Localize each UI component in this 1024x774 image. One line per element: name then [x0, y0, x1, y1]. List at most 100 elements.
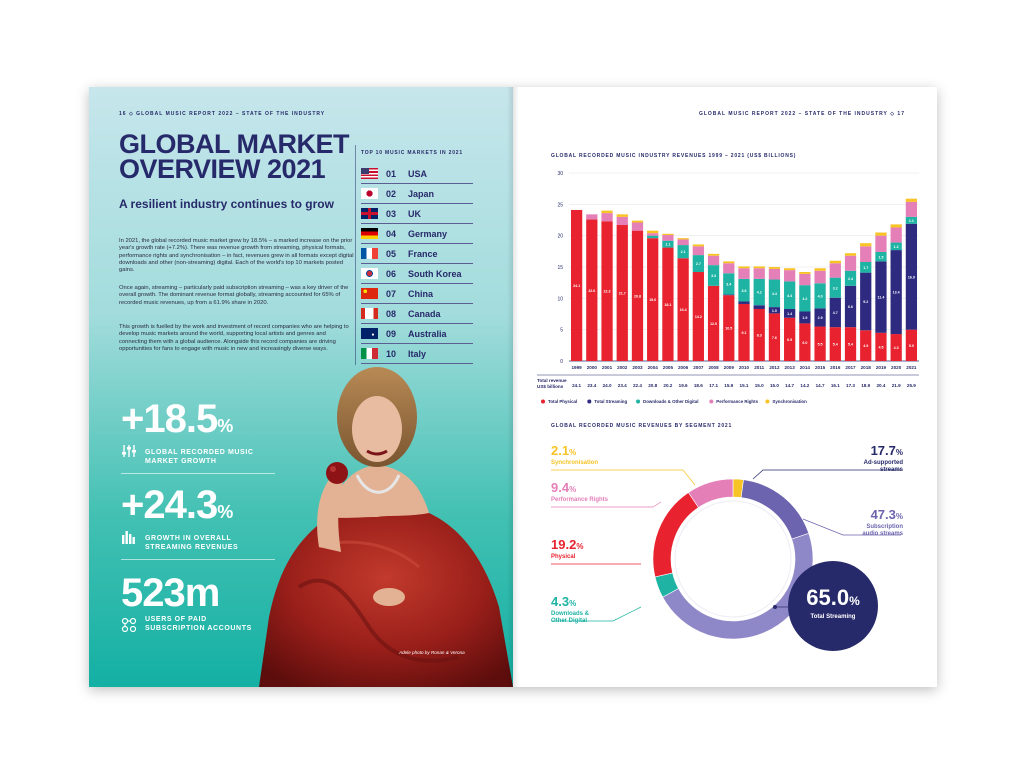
market-name: Canada: [408, 308, 441, 319]
x-tick-label: 2012: [769, 365, 780, 370]
right-page: GLOBAL MUSIC REPORT 2022 – STATE OF THE …: [513, 87, 937, 687]
x-tick-label: 2013: [785, 365, 796, 370]
legend-label: Total Physical: [548, 399, 577, 404]
body-paragraph: This growth is fuelled by the work and i…: [119, 324, 349, 352]
total-revenue-value: 18.6: [694, 383, 703, 388]
bar-segment: [890, 334, 902, 361]
bar-segment: [692, 244, 704, 247]
flag-canada-icon: [361, 308, 378, 319]
total-revenue-label: Total revenue: [537, 378, 567, 383]
column-divider: [355, 145, 356, 365]
bar-value-label: 2.9: [818, 316, 823, 320]
bar-segment: [677, 245, 689, 259]
bar-value-label: 5.0: [909, 344, 914, 348]
market-row: 01 USA: [361, 164, 473, 184]
bar-segment: [875, 261, 887, 333]
performance-label: Performance Rights: [551, 497, 609, 503]
bar-segment: [647, 230, 659, 234]
leader-line: [551, 606, 642, 622]
y-tick-label: 0: [560, 359, 563, 365]
bar-segment: [799, 273, 811, 286]
body-paragraph: In 2021, the global recorded music marke…: [119, 238, 354, 274]
bar-segment: [662, 240, 674, 248]
x-tick-label: 2005: [663, 365, 674, 370]
bar-segment: [707, 253, 720, 256]
bar-segment: [905, 201, 918, 217]
bar-value-label: 4.2: [757, 291, 762, 295]
y-tick-label: 25: [557, 202, 563, 208]
legend-swatch: [636, 399, 641, 404]
user-network-icon: [121, 617, 137, 633]
bar-segment: [738, 301, 750, 304]
bar-value-label: 10.5: [725, 327, 732, 331]
flag-france-icon: [361, 248, 378, 259]
right-running-head: GLOBAL MUSIC REPORT 2022 – STATE OF THE …: [698, 111, 905, 117]
bar-segment: [616, 216, 628, 226]
y-tick-label: 5: [560, 328, 563, 334]
bar-segment: [647, 238, 659, 361]
market-rank: 09: [386, 328, 397, 339]
bar-segment: [875, 235, 887, 252]
bar-value-label: 4.4: [772, 292, 777, 296]
bar-value-label: 5.4: [833, 343, 838, 347]
revenue-bar-chart: 0 5 10 15 20 25 30 24.1 1999 24.1 22.6 2000 23.4 22.3…: [537, 171, 919, 404]
bar-segment: [692, 246, 704, 256]
x-tick-label: 1999: [571, 365, 582, 370]
y-tick-label: 10: [557, 296, 563, 302]
x-tick-label: 2021: [906, 365, 917, 370]
market-rank: 07: [386, 288, 397, 299]
market-name: USA: [408, 168, 428, 179]
bar-segment: [601, 210, 613, 214]
bar-value-label: 18.1: [664, 303, 671, 307]
x-tick-label: 2018: [861, 365, 872, 370]
subscription-percentage: 47.3%: [870, 507, 903, 522]
bar-value-label: 6.6: [848, 305, 853, 309]
bar-value-label: 8.3: [757, 334, 762, 338]
left-running-head: 16 ◇ GLOBAL MUSIC REPORT 2022 – STATE OF…: [119, 111, 326, 117]
bar-value-label: 5.5: [818, 342, 823, 346]
market-rank: 10: [386, 348, 397, 359]
page-title: GLOBAL MARKET OVERVIEW 2021: [119, 129, 350, 184]
flag-germany-icon: [361, 228, 378, 239]
top10-title: TOP 10 MUSIC MARKETS IN 2021: [361, 150, 463, 156]
bar-value-label: 14.2: [695, 315, 702, 319]
legend-label: Performance Rights: [716, 399, 758, 404]
bar-value-label: 1.1: [909, 219, 914, 223]
stat-divider: [121, 559, 275, 560]
bar-value-label: 4.7: [833, 311, 838, 315]
bar-value-label: 6.0: [802, 341, 807, 345]
bar-segment: [753, 305, 765, 309]
bar-value-label: 16.9: [908, 275, 915, 279]
legend-label: Downloads & Other Digital: [643, 399, 698, 404]
total-revenue-value: 17.1: [709, 383, 718, 388]
leader-line: [752, 469, 901, 480]
bar-segment: [890, 250, 902, 335]
legend-swatch: [587, 399, 592, 404]
bar-value-label: 4.2: [802, 297, 807, 301]
bar-segment: [662, 233, 674, 236]
x-tick-label: 2006: [678, 365, 689, 370]
total-revenue-value: 23.4: [587, 383, 596, 388]
flag-south-korea-icon: [361, 268, 378, 279]
bar-value-label: 7.6: [772, 336, 777, 340]
bar-segment: [616, 225, 628, 361]
market-name: Germany: [408, 228, 448, 239]
bar-segment: [844, 285, 857, 328]
bar-segment: [723, 295, 735, 361]
bar-value-label: 2.7: [696, 262, 701, 266]
legend-swatch: [709, 399, 714, 404]
market-row: 05 France: [361, 244, 473, 264]
bar-value-label: 4.3: [894, 346, 899, 350]
bar-value-label: 24.1: [573, 284, 580, 288]
chart2-title: GLOBAL RECORDED MUSIC REVENUES BY SEGMEN…: [551, 423, 733, 429]
leader-line: [551, 501, 662, 508]
total-revenue-value: 24.0: [603, 383, 612, 388]
bar-value-label: 2.4: [848, 277, 853, 281]
bar-segment: [616, 214, 628, 217]
bar-value-label: 16.4: [680, 308, 687, 312]
total-streaming-callout: 65.0% Total Streaming: [788, 561, 878, 651]
market-rank: 04: [386, 228, 397, 239]
legend-swatch: [765, 399, 770, 404]
bar-segment: [707, 255, 720, 266]
bar-segment: [570, 209, 583, 361]
